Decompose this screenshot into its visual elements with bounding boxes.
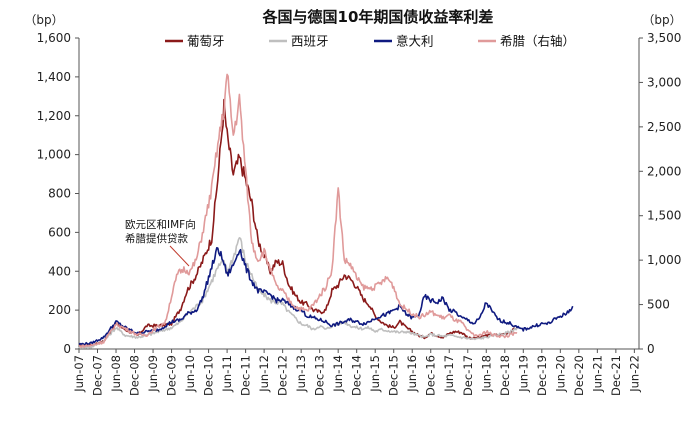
right-tick-label: 3,000 (647, 75, 681, 89)
right-tick-label: 3,500 (647, 31, 681, 45)
left-tick-label: 600 (48, 225, 71, 239)
x-tick-label: Dec-18 (498, 355, 512, 396)
x-tick-label: Dec-08 (128, 355, 142, 396)
x-tick-label: Dec-12 (276, 355, 290, 396)
x-tick-label: Dec-09 (165, 355, 179, 396)
legend: 葡萄牙 西班牙 意大利 希腊（右轴） (165, 34, 575, 49)
left-tick-label: 800 (48, 187, 71, 201)
right-tick-label: 1,000 (647, 253, 681, 267)
x-tick-label: Dec-17 (461, 355, 475, 396)
right-tick-label: 0 (647, 342, 655, 356)
x-tick-label: Dec-19 (535, 355, 549, 396)
right-tick-label: 2,500 (647, 120, 681, 134)
x-tick-label: Jun-10 (183, 355, 197, 393)
x-tick-label: Jun-18 (479, 355, 493, 393)
x-tick-label: Jun-08 (109, 355, 123, 393)
x-tick-label: Jun-14 (331, 355, 345, 393)
x-tick-label: Dec-21 (609, 355, 623, 396)
x-tick-label: Jun-13 (294, 355, 308, 393)
left-tick-label: 1,600 (37, 31, 71, 45)
left-axis-unit: （bp） (24, 13, 63, 27)
x-tick-label: Dec-20 (572, 355, 586, 396)
left-tick-label: 200 (48, 303, 71, 317)
left-tick-label: 400 (48, 264, 71, 278)
chart-title: 各国与德国10年期国债收益率利差 (262, 8, 494, 26)
x-tick-label: Dec-10 (202, 355, 216, 396)
series-group (78, 73, 574, 349)
x-tick-label: Dec-15 (387, 355, 401, 396)
series-line-3 (78, 247, 574, 346)
annotation-text: 欧元区和IMF向 (125, 218, 196, 231)
right-tick-label: 1,500 (647, 209, 681, 223)
x-tick-label: Jun-20 (553, 355, 567, 393)
x-tick-label: Dec-07 (91, 355, 105, 396)
right-tick-label: 2,000 (647, 164, 681, 178)
right-tick-label: 500 (647, 298, 670, 312)
legend-label: 希腊（右轴） (500, 34, 575, 49)
left-tick-label: 0 (63, 342, 71, 356)
series-line-4 (78, 73, 518, 348)
x-tick-label: Dec-16 (424, 355, 438, 396)
x-tick-label: Jun-22 (627, 355, 641, 393)
left-tick-label: 1,000 (37, 148, 71, 162)
x-tick-label: Jun-07 (72, 355, 86, 393)
x-tick-label: Jun-09 (146, 355, 160, 393)
left-tick-label: 1,200 (37, 109, 71, 123)
x-tick-label: Dec-11 (239, 355, 253, 396)
x-tick-label: Jun-11 (220, 355, 234, 393)
x-tick-label: Jun-15 (368, 355, 382, 393)
axes: 0 200 400 600 800 1,000 1,200 1,400 1,600 0 500 1,0… (37, 31, 682, 396)
x-tick-label: Jun-17 (442, 355, 456, 393)
x-tick-label: Jun-19 (516, 355, 530, 393)
x-tick-label: Jun-16 (405, 355, 419, 393)
x-tick-label: Dec-14 (350, 355, 364, 396)
x-tick-label: Dec-13 (313, 355, 327, 396)
x-tick-label: Jun-21 (590, 355, 604, 393)
right-axis-unit: （bp） (642, 13, 681, 27)
left-tick-label: 1,400 (37, 70, 71, 84)
legend-label: 葡萄牙 (187, 34, 225, 49)
x-tick-label: Jun-12 (257, 355, 271, 393)
annotation-pointer (169, 245, 190, 267)
annotation-text: 希腊提供贷款 (125, 232, 188, 245)
legend-label: 意大利 (396, 34, 434, 49)
legend-label: 西班牙 (291, 34, 329, 49)
